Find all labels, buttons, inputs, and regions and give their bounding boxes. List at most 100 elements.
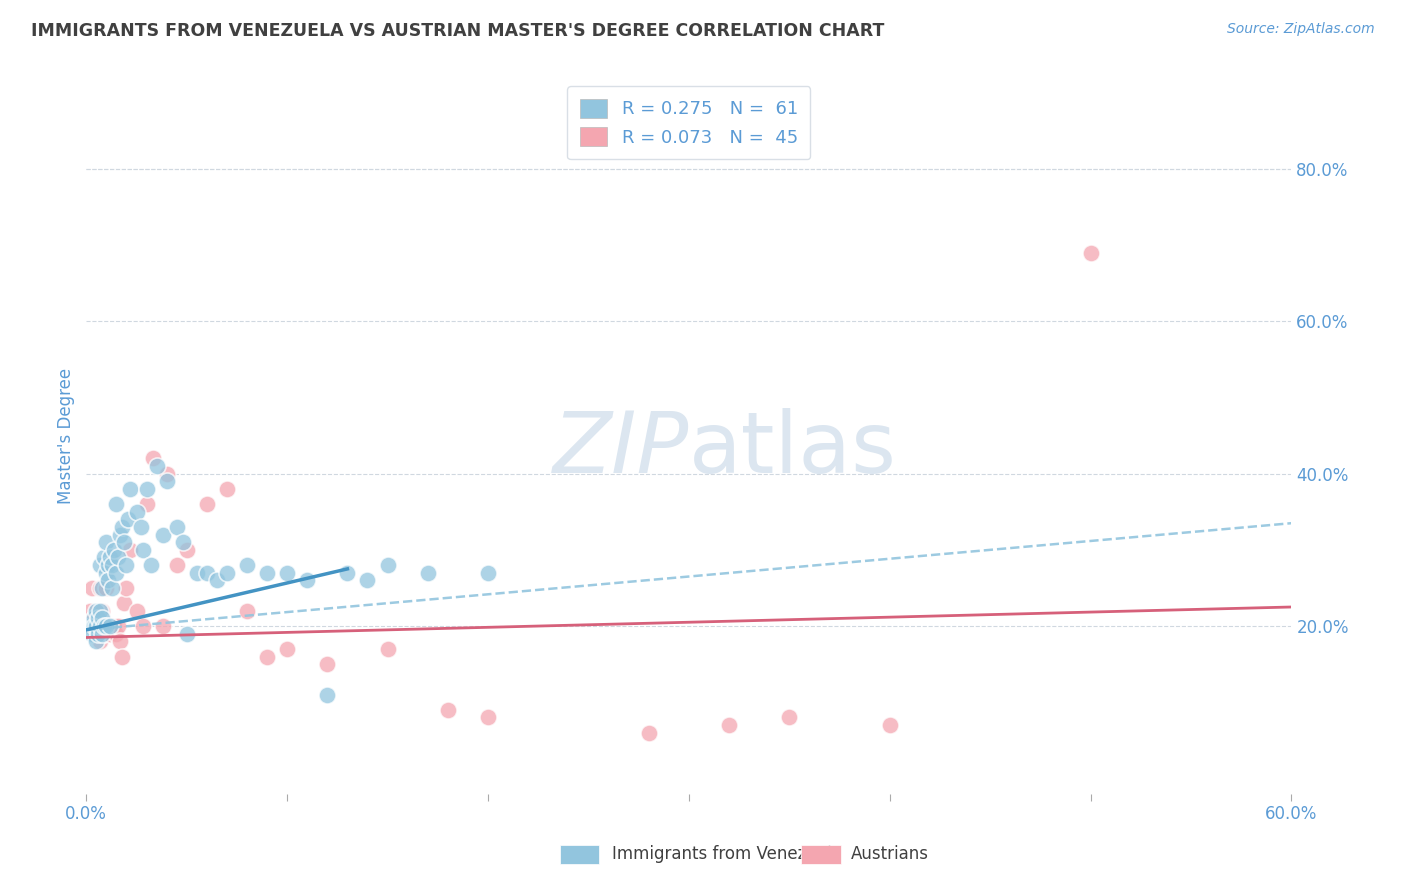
Point xyxy=(142,451,165,466)
Point xyxy=(120,482,142,496)
Point xyxy=(86,634,108,648)
Point xyxy=(93,550,115,565)
Point xyxy=(86,604,108,618)
Point xyxy=(166,558,188,573)
Point xyxy=(356,574,378,588)
Point xyxy=(718,718,741,732)
Point xyxy=(186,566,208,580)
Point xyxy=(89,619,111,633)
Point xyxy=(110,527,132,541)
Point xyxy=(100,619,122,633)
Text: Austrians: Austrians xyxy=(851,845,928,863)
Point xyxy=(377,558,399,573)
Point xyxy=(1080,245,1102,260)
Point xyxy=(97,558,120,573)
Text: atlas: atlas xyxy=(689,409,897,491)
Point xyxy=(97,574,120,588)
Point xyxy=(96,619,118,633)
Point xyxy=(316,657,339,672)
Point xyxy=(87,611,110,625)
Point xyxy=(145,458,167,473)
Point xyxy=(117,512,139,526)
Point xyxy=(879,718,901,732)
Point xyxy=(105,566,128,580)
Point xyxy=(101,581,124,595)
Point xyxy=(477,566,499,580)
Point xyxy=(91,581,114,595)
Point xyxy=(256,566,278,580)
Point xyxy=(172,535,194,549)
Point xyxy=(215,566,238,580)
Point xyxy=(297,574,319,588)
Point xyxy=(100,550,122,565)
Point xyxy=(195,566,218,580)
Legend: R = 0.275   N =  61, R = 0.073   N =  45: R = 0.275 N = 61, R = 0.073 N = 45 xyxy=(568,87,810,160)
Point xyxy=(107,619,129,633)
Y-axis label: Master's Degree: Master's Degree xyxy=(58,368,75,504)
Point xyxy=(111,520,134,534)
Point xyxy=(91,611,114,625)
Point xyxy=(115,581,138,595)
Point xyxy=(83,611,105,625)
Point xyxy=(100,626,122,640)
Point xyxy=(176,626,198,640)
Point xyxy=(125,505,148,519)
Point xyxy=(152,619,174,633)
Point xyxy=(176,542,198,557)
Point xyxy=(166,520,188,534)
Point xyxy=(156,467,179,481)
Point xyxy=(82,626,104,640)
Point xyxy=(89,604,111,618)
Point xyxy=(131,619,153,633)
Text: ZIP: ZIP xyxy=(553,409,689,491)
Point xyxy=(89,558,111,573)
Point xyxy=(316,688,339,702)
Point xyxy=(215,482,238,496)
Point xyxy=(105,497,128,511)
Point xyxy=(87,626,110,640)
Point xyxy=(152,527,174,541)
Point xyxy=(205,574,228,588)
Point xyxy=(120,542,142,557)
Point xyxy=(110,634,132,648)
Point xyxy=(135,482,157,496)
Point xyxy=(778,710,800,724)
Point xyxy=(101,558,124,573)
Point xyxy=(256,649,278,664)
Point xyxy=(103,619,125,633)
Point xyxy=(115,558,138,573)
Point xyxy=(86,619,108,633)
Point xyxy=(135,497,157,511)
Point xyxy=(79,604,101,618)
Text: Immigrants from Venezuela: Immigrants from Venezuela xyxy=(612,845,841,863)
Point xyxy=(114,596,136,610)
Point xyxy=(96,619,118,633)
Point xyxy=(416,566,439,580)
Point xyxy=(276,641,298,656)
Point xyxy=(96,535,118,549)
Point xyxy=(83,611,105,625)
Point xyxy=(437,703,460,717)
Point xyxy=(107,550,129,565)
Point xyxy=(79,619,101,633)
Text: Source: ZipAtlas.com: Source: ZipAtlas.com xyxy=(1227,22,1375,37)
Point xyxy=(87,626,110,640)
Point xyxy=(236,558,259,573)
Point xyxy=(86,619,108,633)
Point xyxy=(637,725,659,739)
Point xyxy=(125,604,148,618)
Point xyxy=(83,619,105,633)
Point xyxy=(131,542,153,557)
Point xyxy=(276,566,298,580)
Point xyxy=(96,566,118,580)
Point xyxy=(336,566,359,580)
Point xyxy=(96,581,118,595)
Point xyxy=(477,710,499,724)
Point xyxy=(89,581,111,595)
Point xyxy=(91,626,114,640)
Text: IMMIGRANTS FROM VENEZUELA VS AUSTRIAN MASTER'S DEGREE CORRELATION CHART: IMMIGRANTS FROM VENEZUELA VS AUSTRIAN MA… xyxy=(31,22,884,40)
Point xyxy=(91,604,114,618)
Point xyxy=(129,520,152,534)
Point xyxy=(93,626,115,640)
Point xyxy=(195,497,218,511)
